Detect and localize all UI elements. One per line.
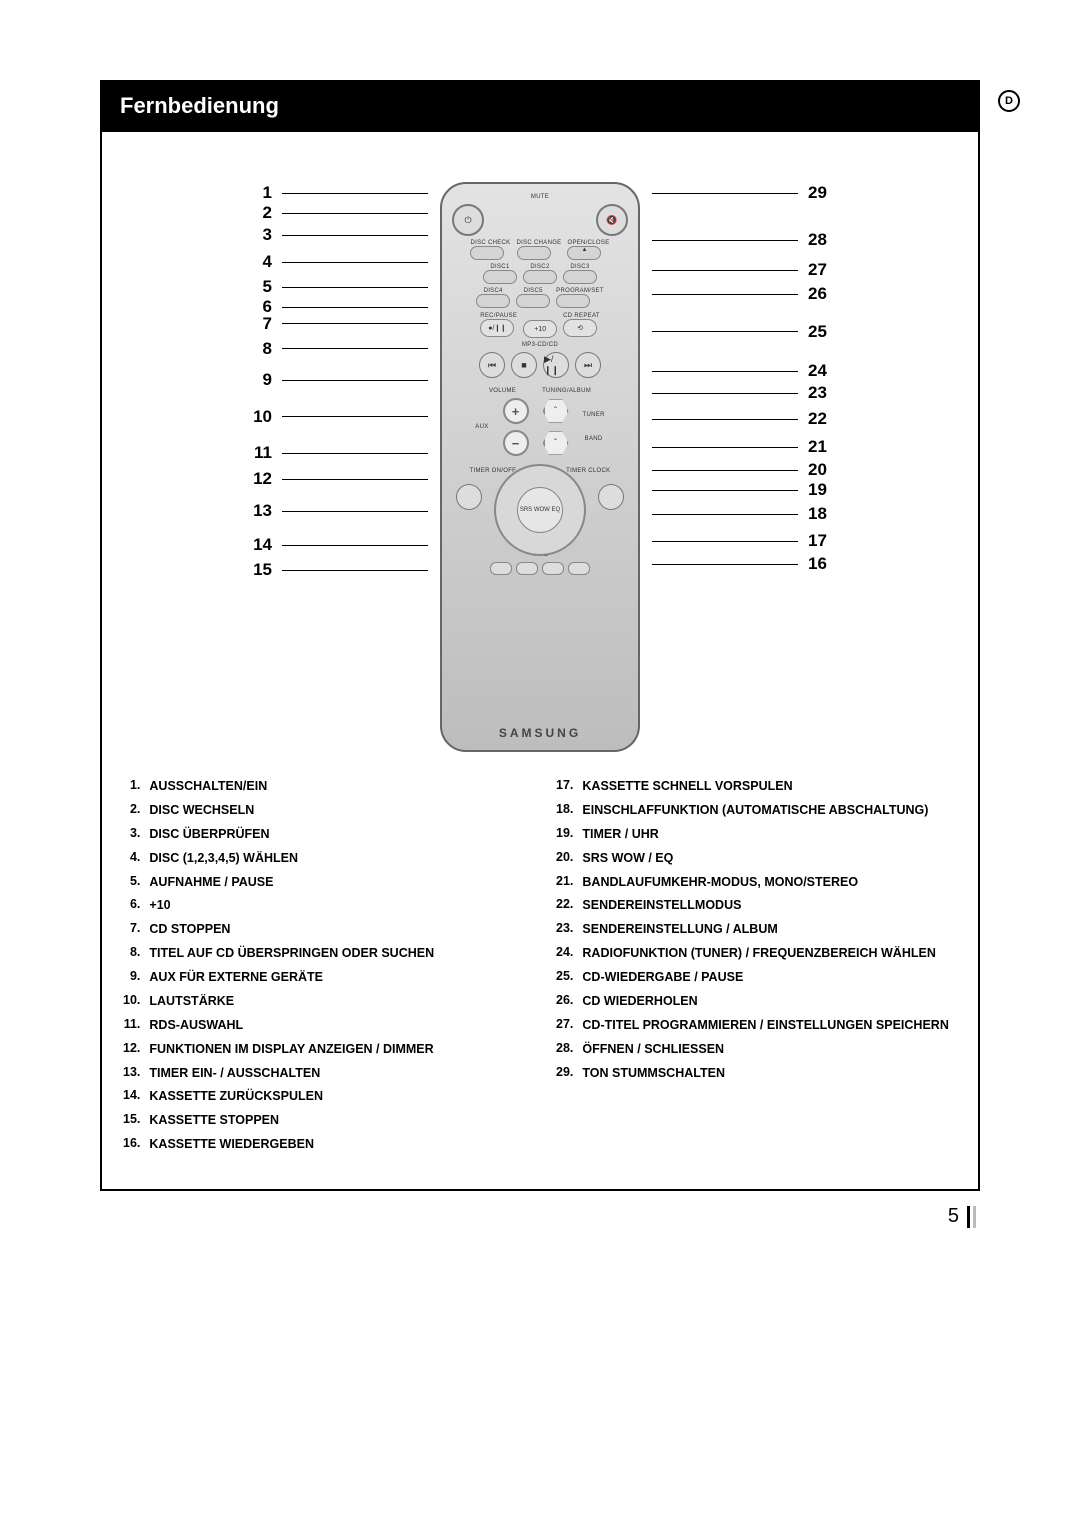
legend-item: 15.KASSETTE STOPPEN [122,1111,435,1135]
stop-btn: ■ [511,352,537,378]
diagram-frame: 123456789101112131415 MUTE ⏻ 🔇 DISC CHEC… [100,132,980,1191]
callout-7: 7 [248,316,428,331]
callout-19: 19 [652,481,832,499]
callout-15: 15 [248,559,428,581]
tuner-btn [598,484,624,510]
disc-change-btn [517,246,551,260]
page-number: 5 [100,1205,980,1228]
play-btn: ▶/❙❙ [543,352,569,378]
rec-pause-btn: ●/❙❙ [480,319,514,337]
mode-label: MP3-CD/CD [522,342,558,348]
plus10-btn: +10 [523,320,557,338]
legend-item: 10.LAUTSTÄRKE [122,992,435,1016]
legend-item: 2.DISC WECHSELN [122,801,435,825]
callout-18: 18 [652,499,832,529]
vol-up-btn: + [503,398,529,424]
tape-play-btn [542,562,564,575]
callout-10: 10 [248,394,428,439]
legend: 1.AUSSCHALTEN/EIN2.DISC WECHSELN3.DISC Ü… [122,777,958,1159]
callout-24: 24 [652,359,832,383]
callout-23: 23 [652,383,832,403]
legend-item: 9.AUX FÜR EXTERNE GERÄTE [122,968,435,992]
tape-rew-btn [490,562,512,575]
program-btn [556,294,590,308]
callout-14: 14 [248,531,428,559]
legend-item: 16.KASSETTE WIEDERGEBEN [122,1135,435,1159]
next-btn: ⏭ [575,352,601,378]
legend-item: 25.CD-WIEDERGABE / PAUSE [555,968,950,992]
page-title: Fernbedienung [100,80,980,132]
legend-item: 26.CD WIEDERHOLEN [555,992,950,1016]
legend-item: 14.KASSETTE ZURÜCKSPULEN [122,1087,435,1111]
aux-btn [456,484,482,510]
disc3-btn [563,270,597,284]
legend-item: 12.FUNKTIONEN IM DISPLAY ANZEIGEN / DIMM… [122,1040,435,1064]
legend-item: 1.AUSSCHALTEN/EIN [122,777,435,801]
prev-btn: ⏮ [479,352,505,378]
vol-down-btn: − [503,430,529,456]
tune-up-btn: ˆ [543,398,569,424]
legend-item: 20.SRS WOW / EQ [555,849,950,873]
callout-21: 21 [652,435,832,459]
jog-dial: SRS WOW EQ [494,464,586,556]
legend-item: 17.KASSETTE SCHNELL VORSPULEN [555,777,950,801]
callout-5: 5 [248,276,428,298]
legend-item: 11.RDS-AUSWAHL [122,1016,435,1040]
legend-item: 19.TIMER / UHR [555,825,950,849]
callout-13: 13 [248,491,428,531]
legend-item: 3.DISC ÜBERPRÜFEN [122,825,435,849]
srs-btn: SRS WOW EQ [517,487,563,533]
callout-22: 22 [652,403,832,435]
lang-badge: D [998,90,1020,112]
callout-1: 1 [248,182,428,204]
tape-ff-btn [568,562,590,575]
callout-4: 4 [248,248,428,276]
open-close-btn: ▲ [567,246,601,260]
callout-9: 9 [248,366,428,394]
legend-item: 22.SENDEREINSTELLMODUS [555,896,950,920]
callout-25: 25 [652,304,832,359]
disc5-btn [516,294,550,308]
legend-item: 18.EINSCHLAFFUNKTION (AUTOMATISCHE ABSCH… [555,801,950,825]
legend-item: 6.+10 [122,896,435,920]
callout-27: 27 [652,256,832,284]
callout-17: 17 [652,529,832,553]
callout-8: 8 [248,331,428,366]
mute-button: 🔇 [596,204,628,236]
callout-3: 3 [248,222,428,248]
legend-item: 24.RADIOFUNKTION (TUNER) / FREQUENZBEREI… [555,944,950,968]
legend-item: 21.BANDLAUFUMKEHR-MODUS, MONO/STEREO [555,873,950,897]
disc4-btn [476,294,510,308]
brand-logo: SAMSUNG [499,726,581,740]
disc2-btn [523,270,557,284]
tape-stop-btn [516,562,538,575]
callout-29: 29 [652,182,832,204]
tune-down-btn: ˇ [543,430,569,456]
callout-16: 16 [652,553,832,575]
legend-item: 7.CD STOPPEN [122,920,435,944]
legend-item: 23.SENDEREINSTELLUNG / ALBUM [555,920,950,944]
callouts-left: 123456789101112131415 [248,182,428,581]
callout-20: 20 [652,459,832,481]
mute-label: MUTE [531,194,549,200]
disc-check-btn [470,246,504,260]
callout-28: 28 [652,224,832,256]
remote-illustration: MUTE ⏻ 🔇 DISC CHECK DISC CHANGE OPEN/CLO… [440,182,640,752]
legend-item: 29.TON STUMMSCHALTEN [555,1064,950,1088]
callout-12: 12 [248,467,428,491]
legend-item: 27.CD-TITEL PROGRAMMIEREN / EINSTELLUNGE… [555,1016,950,1040]
legend-item: 28.ÖFFNEN / SCHLIESSEN [555,1040,950,1064]
legend-item: 5.AUFNAHME / PAUSE [122,873,435,897]
legend-item: 4.DISC (1,2,3,4,5) WÄHLEN [122,849,435,873]
cd-repeat-btn: ⟲ [563,319,597,337]
power-button: ⏻ [452,204,484,236]
disc1-btn [483,270,517,284]
legend-item: 8.TITEL AUF CD ÜBERSPRINGEN ODER SUCHEN [122,944,435,968]
legend-item: 13.TIMER EIN- / AUSSCHALTEN [122,1064,435,1088]
callout-26: 26 [652,284,832,304]
callout-11: 11 [248,439,428,467]
callouts-right: 29 28272625242322212019181716 [652,182,832,575]
callout-2: 2 [248,204,428,222]
callout-spacer [652,204,832,224]
